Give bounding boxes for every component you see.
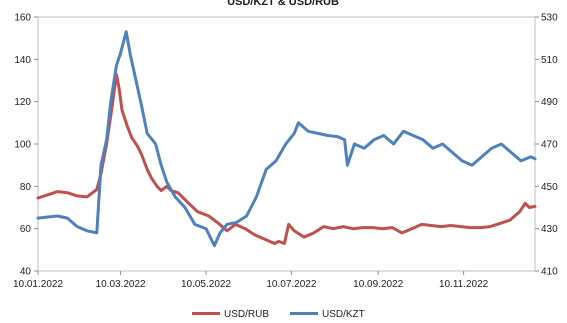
legend-label-usd-rub: USD/RUB xyxy=(224,309,269,320)
y-left-tick-label: 40 xyxy=(20,267,32,278)
y-left-tick-label: 140 xyxy=(14,55,31,66)
y-left-tick-label: 120 xyxy=(14,97,31,108)
x-tick-label: 10.09.2022 xyxy=(353,279,403,290)
x-tick-label: 10.11.2022 xyxy=(439,279,489,290)
y-right-tick-label: 450 xyxy=(541,182,558,193)
y-right-tick-label: 470 xyxy=(541,140,558,151)
y-left-tick-label: 60 xyxy=(20,224,32,235)
chart-title: USD/KZT & USD/RUB xyxy=(227,0,339,8)
y-left-tick-label: 160 xyxy=(14,13,31,24)
y-right-tick-label: 430 xyxy=(541,224,558,235)
x-tick-label: 10.01.2022 xyxy=(13,279,63,290)
series-line-usd-rub xyxy=(36,72,537,245)
y-right-tick-label: 490 xyxy=(541,97,558,108)
legend-label-usd-kzt: USD/KZT xyxy=(322,309,365,320)
y-right-tick-label: 510 xyxy=(541,55,558,66)
x-tick-label: 10.07.2022 xyxy=(266,279,316,290)
y-left-tick-label: 100 xyxy=(14,140,31,151)
y-left-tick-label: 80 xyxy=(20,182,32,193)
y-right-tick-label: 530 xyxy=(541,13,558,24)
y-right-tick-label: 410 xyxy=(541,267,558,278)
x-tick-label: 10.03.2022 xyxy=(96,279,146,290)
x-tick-label: 10.05.2022 xyxy=(181,279,231,290)
series-line-usd-kzt xyxy=(36,30,537,248)
